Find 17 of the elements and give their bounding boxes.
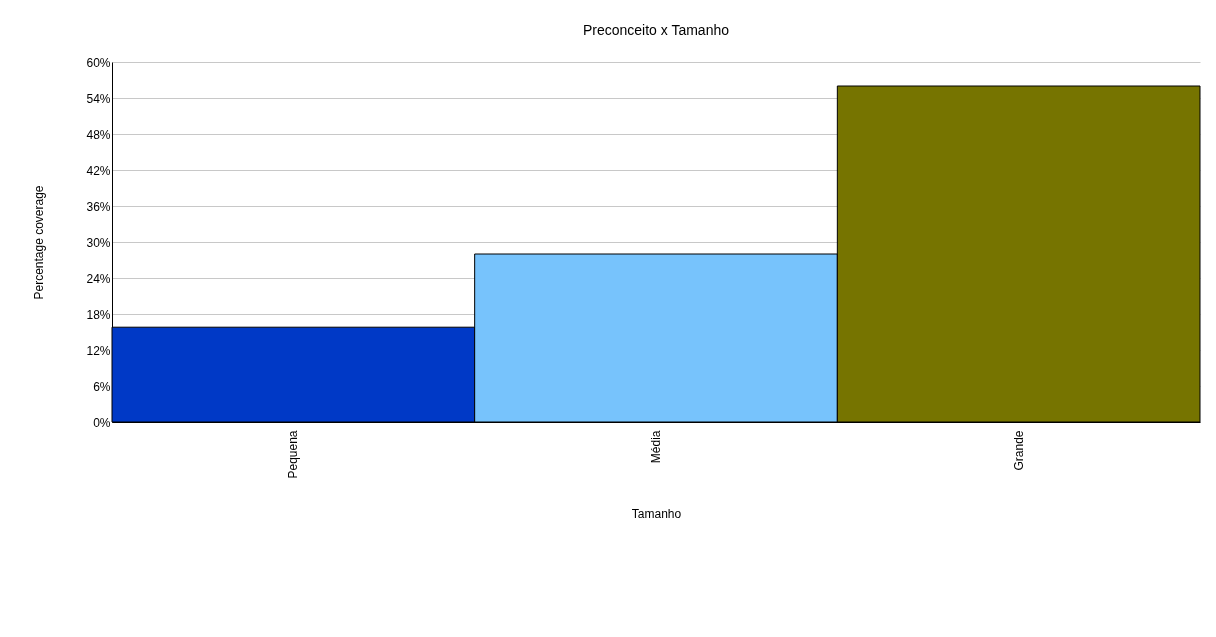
- y-tick-label: 48%: [86, 127, 111, 142]
- x-tick-label: Grande: [1011, 430, 1026, 471]
- y-axis-title: Percentage coverage: [32, 185, 47, 300]
- chart-title: Preconceito x Tamanho: [582, 22, 730, 38]
- x-tick-label: Pequena: [286, 430, 301, 479]
- y-tick-label: 30%: [86, 235, 111, 250]
- y-tick-label: 0%: [93, 415, 111, 430]
- y-tick-label: 12%: [86, 343, 111, 358]
- y-tick-label: 6%: [93, 379, 111, 394]
- y-tick-label: 18%: [86, 307, 111, 322]
- x-tick-label: Média: [649, 430, 663, 464]
- x-axis-title: Tamanho: [631, 506, 682, 521]
- y-tick-label: 60%: [86, 55, 111, 70]
- y-tick-label: 54%: [86, 91, 111, 106]
- y-tick-label: 24%: [86, 271, 111, 286]
- y-tick-label: 36%: [86, 199, 111, 214]
- y-tick-label: 42%: [86, 163, 111, 178]
